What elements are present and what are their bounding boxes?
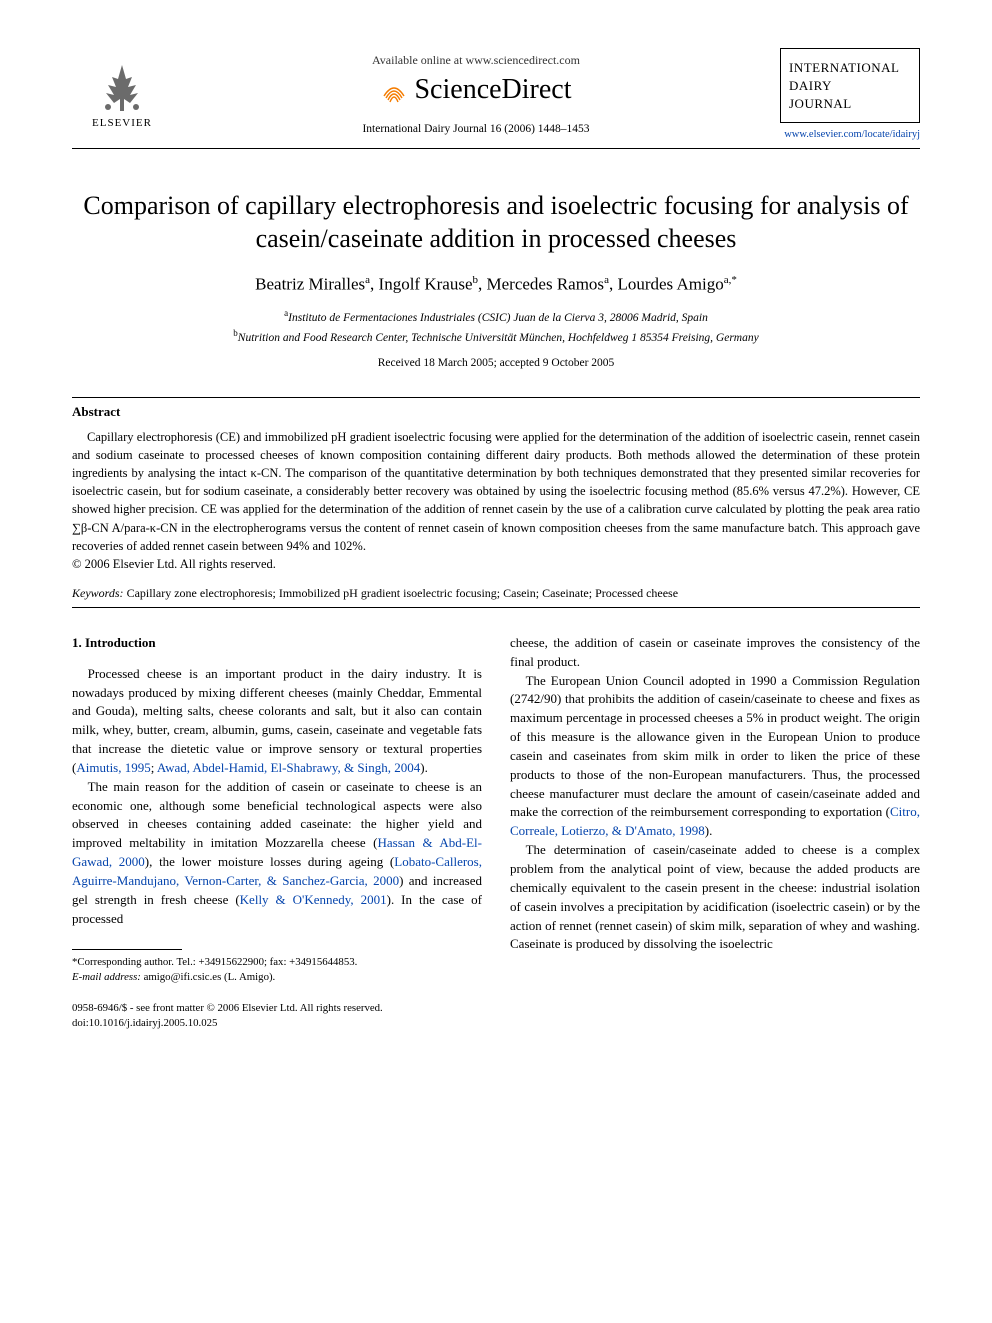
journal-url-link[interactable]: www.elsevier.com/locate/idairyj <box>780 129 920 140</box>
abstract-copyright: © 2006 Elsevier Ltd. All rights reserved… <box>72 557 920 572</box>
intro-p3: The European Union Council adopted in 19… <box>510 672 920 842</box>
keywords-label: Keywords: <box>72 586 124 600</box>
journal-title-box: INTERNATIONAL DAIRY JOURNAL <box>780 48 920 123</box>
sciencedirect-logo: ScienceDirect <box>380 74 571 106</box>
column-right: cheese, the addition of casein or casein… <box>510 634 920 985</box>
authors-line: Beatriz Mirallesa, Ingolf Krauseb, Merce… <box>72 274 920 295</box>
journal-box-wrapper: INTERNATIONAL DAIRY JOURNAL www.elsevier… <box>780 48 920 140</box>
header-row: ELSEVIER Available online at www.science… <box>72 48 920 140</box>
abstract-body: Capillary electrophoresis (CE) and immob… <box>72 428 920 555</box>
footnote-separator <box>72 949 182 950</box>
citation-link[interactable]: Aimutis, 1995 <box>76 760 150 775</box>
journal-box-line1: INTERNATIONAL <box>789 59 911 77</box>
intro-p1: Processed cheese is an important product… <box>72 665 482 778</box>
journal-box-line2: DAIRY <box>789 77 911 95</box>
issn-line: 0958-6946/$ - see front matter © 2006 El… <box>72 1001 383 1016</box>
center-header: Available online at www.sciencedirect.co… <box>172 53 780 135</box>
intro-p2-cont: cheese, the addition of casein or casein… <box>510 634 920 672</box>
abstract-heading: Abstract <box>72 404 920 420</box>
article-dates: Received 18 March 2005; accepted 9 Octob… <box>72 357 920 369</box>
footer-left: 0958-6946/$ - see front matter © 2006 El… <box>72 1001 383 1031</box>
elsevier-tree-icon <box>94 59 150 115</box>
intro-p4: The determination of casein/caseinate ad… <box>510 841 920 954</box>
keywords-text: Capillary zone electrophoresis; Immobili… <box>127 586 678 600</box>
email-line: E-mail address: amigo@ifi.csic.es (L. Am… <box>72 970 482 985</box>
article-title: Comparison of capillary electrophoresis … <box>82 189 910 257</box>
affiliation-b: bNutrition and Food Research Center, Tec… <box>72 327 920 347</box>
email-label: E-mail address: <box>72 971 141 983</box>
keywords-line: Keywords: Capillary zone electrophoresis… <box>72 586 920 601</box>
elsevier-label: ELSEVIER <box>92 117 152 129</box>
citation-link[interactable]: Awad, Abdel-Hamid, El-Shabrawy, & Singh,… <box>157 760 420 775</box>
column-left: 1. Introduction Processed cheese is an i… <box>72 634 482 985</box>
citation-link[interactable]: Kelly & O'Kennedy, 2001 <box>240 892 387 907</box>
sciencedirect-fingerprint-icon <box>380 76 408 104</box>
affiliations: aInstituto de Fermentaciones Industriale… <box>72 307 920 347</box>
introduction-heading: 1. Introduction <box>72 634 482 653</box>
keywords-bottom-rule <box>72 607 920 608</box>
body-columns: 1. Introduction Processed cheese is an i… <box>72 634 920 985</box>
abstract-top-rule <box>72 397 920 398</box>
journal-box-line3: JOURNAL <box>789 95 911 113</box>
affiliation-a: aInstituto de Fermentaciones Industriale… <box>72 307 920 327</box>
sciencedirect-text: ScienceDirect <box>414 74 571 106</box>
elsevier-logo-block: ELSEVIER <box>72 59 172 129</box>
page-footer: 0958-6946/$ - see front matter © 2006 El… <box>72 1001 920 1031</box>
intro-p2: The main reason for the addition of case… <box>72 778 482 929</box>
header-rule <box>72 148 920 149</box>
doi-line: doi:10.1016/j.idairyj.2005.10.025 <box>72 1016 383 1031</box>
footnotes: *Corresponding author. Tel.: +3491562290… <box>72 955 482 985</box>
email-address: amigo@ifi.csic.es (L. Amigo). <box>144 971 276 983</box>
corresponding-author: *Corresponding author. Tel.: +3491562290… <box>72 955 482 970</box>
journal-reference: International Dairy Journal 16 (2006) 14… <box>172 123 780 135</box>
available-online-text: Available online at www.sciencedirect.co… <box>172 53 780 68</box>
page-container: ELSEVIER Available online at www.science… <box>0 0 992 1071</box>
